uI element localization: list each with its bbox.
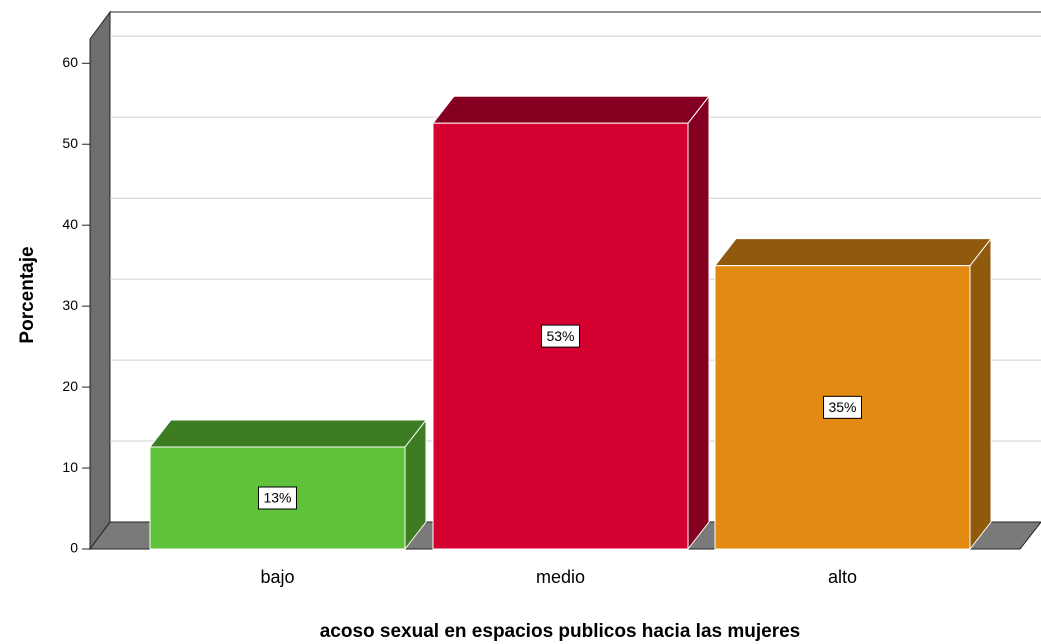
x-tick-label: bajo — [260, 567, 294, 587]
data-label: 13% — [263, 490, 291, 506]
bar-top — [431, 95, 711, 124]
left-wall — [89, 10, 111, 551]
y-tick-label: 50 — [62, 135, 78, 151]
data-label-box — [541, 324, 580, 348]
y-tick-label: 40 — [62, 216, 78, 232]
data-label-box — [823, 395, 862, 419]
y-tick-label: 0 — [70, 540, 78, 556]
x-tick-label: medio — [536, 567, 585, 587]
bar-top — [148, 419, 428, 448]
bar — [149, 446, 406, 550]
y-axis-title: Porcentaje — [17, 246, 38, 343]
x-tick-label: alto — [828, 567, 857, 587]
data-label: 35% — [828, 399, 856, 415]
bar-side — [687, 94, 710, 551]
data-label: 53% — [546, 328, 574, 344]
y-tick-label: 60 — [62, 54, 78, 70]
bar-side — [969, 237, 992, 551]
y-tick-label: 10 — [62, 459, 78, 475]
y-tick-label: 30 — [62, 297, 78, 313]
data-label-box — [258, 486, 297, 510]
bar-top — [713, 238, 993, 267]
x-axis-title: acoso sexual en espacios publicos hacia … — [320, 621, 801, 642]
y-tick-label: 20 — [62, 378, 78, 394]
